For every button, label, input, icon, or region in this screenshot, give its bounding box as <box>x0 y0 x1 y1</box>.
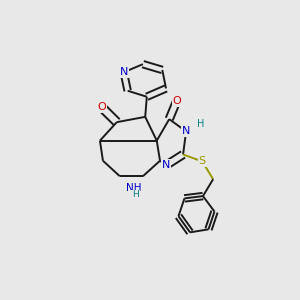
Text: O: O <box>97 102 106 112</box>
Text: N: N <box>162 160 170 170</box>
Text: S: S <box>199 156 206 167</box>
Text: NH: NH <box>126 184 141 194</box>
Text: H: H <box>132 190 139 200</box>
Text: N: N <box>119 67 128 77</box>
Text: O: O <box>172 96 181 106</box>
Text: H: H <box>197 119 205 130</box>
Text: N: N <box>182 126 190 136</box>
